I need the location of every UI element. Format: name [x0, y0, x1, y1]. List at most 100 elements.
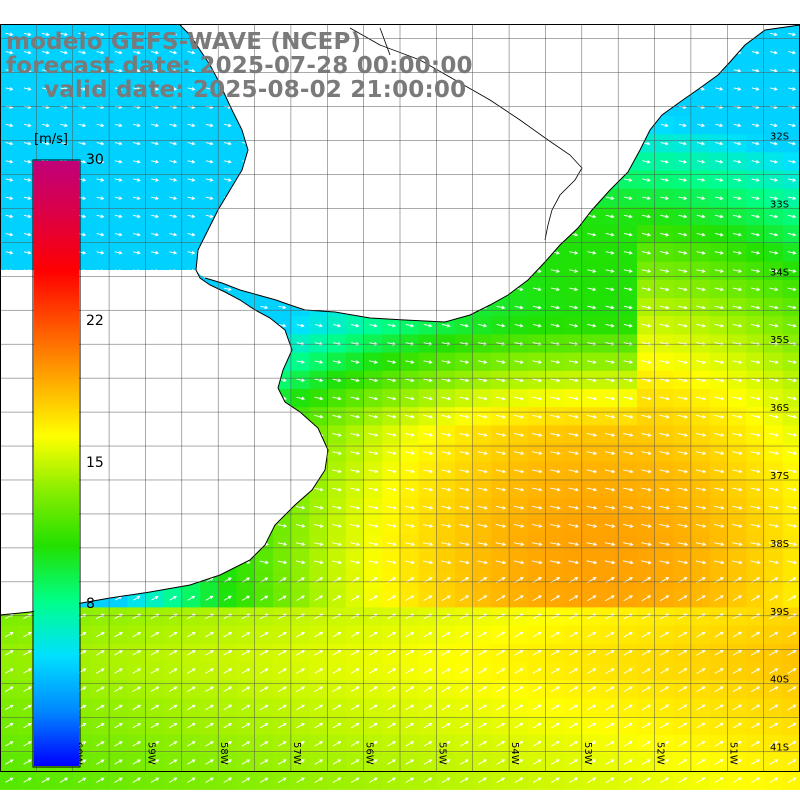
wind-arrow: [114, 686, 123, 692]
wind-arrow: [788, 50, 797, 55]
wind-arrow: [132, 232, 141, 237]
wind-arrow: [132, 68, 141, 73]
wind-arrow: [223, 650, 233, 656]
wind-arrow: [223, 159, 232, 164]
wind-arrow: [441, 668, 451, 674]
land-mask-south: [0, 270, 328, 615]
wind-arrow: [314, 777, 324, 783]
wind-arrow: [477, 595, 488, 602]
wind-arrow: [5, 250, 14, 255]
wind-arrow: [496, 668, 506, 674]
wind-arrow: [205, 141, 214, 146]
wind-arrow: [751, 232, 761, 237]
wind-arrow: [477, 396, 488, 401]
wind-arrow: [314, 631, 324, 638]
wind-arrow: [605, 323, 615, 328]
wind-arrow: [314, 686, 324, 692]
wind-arrow: [169, 250, 178, 255]
wind-arrow: [714, 595, 724, 602]
wind-arrow: [477, 433, 488, 437]
wind-arrow: [769, 196, 779, 200]
wind-arrow: [41, 123, 50, 128]
wind-arrow: [23, 87, 32, 91]
wind-arrow: [604, 505, 616, 510]
wind-arrow: [733, 232, 742, 237]
wind-arrow: [241, 595, 251, 601]
wind-arrow: [551, 305, 560, 310]
wind-arrow: [241, 704, 251, 711]
wind-arrow: [550, 396, 561, 401]
latitude-label: 32S: [770, 131, 789, 142]
wind-arrow: [350, 560, 361, 565]
wind-arrow: [114, 250, 123, 255]
wind-arrow: [750, 323, 761, 328]
wind-arrow: [459, 631, 469, 638]
wind-arrow: [641, 650, 652, 656]
wind-arrow: [151, 50, 160, 55]
wind-arrow: [623, 414, 634, 419]
wind-arrow: [368, 487, 379, 492]
wind-arrow: [441, 433, 452, 437]
wind-arrow: [623, 378, 634, 383]
wind-arrow: [751, 214, 761, 219]
wind-arrow: [96, 68, 105, 73]
wind-arrow: [641, 741, 651, 747]
wind-arrow: [787, 214, 797, 219]
wind-arrow: [186, 668, 196, 674]
wind-arrow: [114, 123, 123, 128]
wind-arrow: [295, 505, 306, 510]
wind-arrow: [423, 631, 433, 638]
wind-arrow: [677, 396, 689, 401]
wind-arrow: [587, 595, 597, 602]
wind-arrow: [96, 777, 105, 783]
wind-arrow: [714, 777, 724, 784]
wind-arrow: [750, 305, 761, 310]
wind-arrow: [532, 722, 542, 729]
wind-arrow: [404, 469, 415, 474]
wind-arrow: [386, 505, 397, 510]
wind-arrow: [478, 650, 488, 656]
wind-arrow: [660, 232, 670, 237]
wind-arrow: [23, 68, 32, 73]
wind-arrow: [733, 68, 742, 73]
wind-arrow: [660, 251, 670, 255]
wind-arrow: [550, 631, 560, 638]
wind-arrow: [296, 323, 305, 328]
wind-arrow: [114, 759, 123, 765]
wind-arrow: [641, 433, 652, 437]
wind-arrow: [168, 704, 178, 711]
wind-arrow: [696, 269, 706, 273]
wind-arrow: [369, 777, 378, 783]
wind-arrow: [678, 650, 688, 656]
wind-arrow: [605, 722, 615, 729]
wind-arrow: [187, 631, 196, 638]
longitude-label: 56W: [364, 742, 375, 765]
wind-arrow: [623, 323, 633, 328]
wind-arrow: [478, 686, 488, 692]
wind-arrow: [605, 232, 615, 237]
wind-arrow: [751, 50, 760, 55]
wind-arrow: [787, 414, 798, 419]
wind-arrow: [314, 759, 324, 765]
wind-arrow: [787, 777, 797, 784]
wind-arrow: [623, 777, 633, 783]
wind-arrow: [460, 323, 469, 328]
wind-arrow: [96, 723, 105, 729]
wind-arrow: [714, 323, 725, 328]
wind-arrow: [223, 704, 233, 711]
wind-arrow: [478, 631, 488, 638]
wind-arrow: [187, 232, 196, 237]
wind-arrow: [151, 196, 160, 200]
wind-arrow: [659, 595, 670, 602]
wind-arrow: [187, 159, 196, 164]
wind-arrow: [132, 196, 141, 200]
wind-arrow: [732, 251, 743, 255]
wind-arrow: [404, 560, 416, 565]
wind-arrow: [296, 378, 306, 383]
wind-arrow: [623, 722, 633, 729]
wind-arrow: [478, 668, 488, 674]
wind-arrow: [441, 722, 451, 729]
wind-arrow: [624, 178, 633, 182]
wind-arrow: [422, 542, 434, 546]
wind-arrow: [750, 631, 761, 638]
